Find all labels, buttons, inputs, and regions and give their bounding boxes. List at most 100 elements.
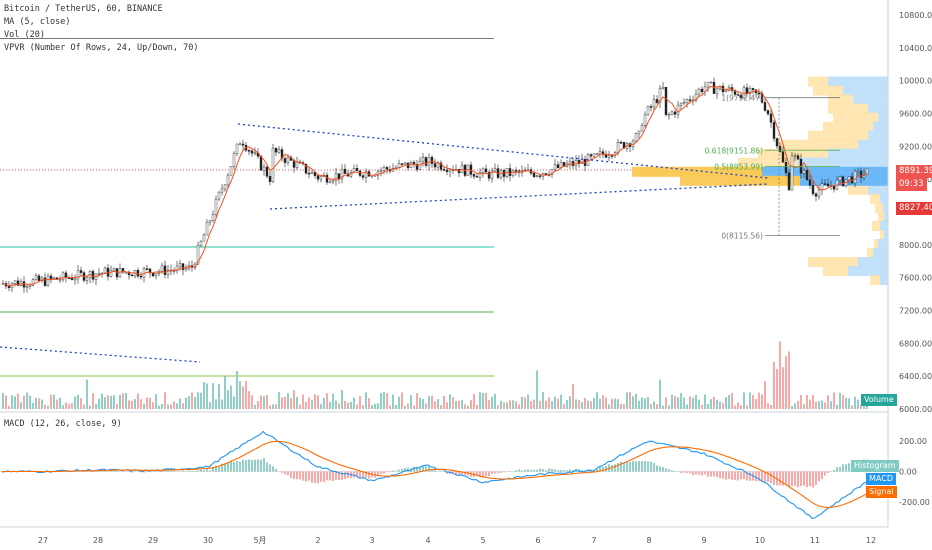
- time-tick-label: 3: [369, 536, 374, 545]
- volume-bar: [608, 404, 610, 409]
- volume-bar: [242, 386, 244, 409]
- volume-bar: [332, 393, 334, 409]
- legend-macd[interactable]: MACD (12, 26, close, 9): [4, 419, 122, 429]
- candle-body: [580, 159, 584, 164]
- volume-bar: [719, 401, 721, 409]
- macd-histogram-bar: [401, 469, 403, 472]
- volume-bar: [770, 405, 772, 409]
- volume-bar: [374, 403, 376, 409]
- legend-ma[interactable]: MA (5, close): [4, 17, 71, 27]
- trendlines[interactable]: [0, 123, 769, 363]
- volume-bar: [212, 383, 214, 409]
- legend-vol[interactable]: Vol (20): [4, 30, 45, 40]
- price-tick-label: 10000.00: [899, 77, 932, 86]
- macd-histogram-bar: [269, 464, 271, 472]
- candle-body: [205, 221, 209, 236]
- marker-price-tag: 8827.40: [896, 202, 932, 215]
- macd-histogram-bar: [773, 471, 775, 485]
- vpvr-down-bar: [808, 130, 868, 141]
- legend-vpvr[interactable]: VPVR (Number Of Rows, 24, Up/Down, 70): [4, 43, 199, 53]
- volume-bar: [14, 396, 16, 409]
- volume-bar: [335, 400, 337, 409]
- candle-body: [778, 145, 782, 152]
- volume-bar: [635, 393, 637, 409]
- volume-bar: [287, 393, 289, 409]
- macd-histogram-bar: [566, 470, 568, 472]
- volume-bar: [776, 369, 778, 409]
- vpvr-down-bar: [758, 148, 828, 159]
- volume-bar: [563, 403, 565, 409]
- volume-bar: [128, 400, 130, 409]
- macd-histogram-bar: [818, 471, 820, 482]
- volume-bar: [464, 404, 466, 409]
- macd-histogram-bar: [113, 470, 115, 472]
- candle-body: [340, 168, 344, 180]
- volume-bar: [329, 402, 331, 409]
- volume-bar: [338, 403, 340, 409]
- macd-histogram-bar: [533, 469, 535, 472]
- macd-histogram-bar: [413, 466, 415, 472]
- macd-histogram-bar: [842, 464, 844, 472]
- candle-body: [769, 113, 773, 123]
- volume-bar: [236, 370, 238, 409]
- volume-bar: [107, 395, 109, 409]
- price-tick-label: 9600.00: [899, 110, 932, 119]
- macd-histogram-bar: [317, 471, 319, 484]
- volume-bar: [38, 398, 40, 409]
- macd-histogram-bar: [461, 471, 463, 475]
- candle-body: [475, 176, 479, 178]
- volume-bar: [491, 396, 493, 409]
- volume-bar: [782, 367, 784, 409]
- macd-histogram-bar: [605, 465, 607, 472]
- volume-bar: [794, 403, 796, 409]
- candle-body: [772, 122, 776, 139]
- volume-bar: [137, 393, 139, 409]
- candle-body: [238, 143, 242, 146]
- volume-bar: [836, 404, 838, 409]
- candle-body: [154, 273, 158, 277]
- trendline: [269, 183, 769, 210]
- macd-histogram-bar: [479, 471, 481, 478]
- volume-bar: [791, 405, 793, 409]
- volume-bar: [26, 392, 28, 409]
- volume-bar: [647, 396, 649, 409]
- volume-bar: [581, 402, 583, 409]
- volume-bar: [41, 399, 43, 409]
- volume-bar: [821, 400, 823, 409]
- volume-bar: [524, 397, 526, 409]
- macd-histogram-bar: [299, 471, 301, 480]
- macd-histogram-bar: [635, 461, 637, 472]
- candle-body: [16, 280, 20, 286]
- volume-bar: [521, 396, 523, 409]
- volume-bar: [230, 385, 232, 409]
- volume-bars: [2, 341, 868, 409]
- candle-body: [58, 279, 62, 281]
- fib-retracement[interactable]: 1(9792.47) 0.618(9151.86) 0.5(8953.99) 0(81…: [705, 94, 840, 241]
- volume-bar: [65, 402, 67, 409]
- candle-body: [307, 172, 311, 175]
- volume-bar: [47, 405, 49, 409]
- candle-body: [661, 86, 665, 89]
- volume-bar: [629, 392, 631, 409]
- macd-histogram-bar: [524, 469, 526, 472]
- candle-body: [109, 270, 113, 277]
- volume-bar: [470, 399, 472, 409]
- vpvr-down-bar: [823, 266, 848, 277]
- volume-bar: [542, 392, 544, 409]
- macd-histogram-bar: [785, 471, 787, 485]
- volume-bar: [119, 394, 121, 409]
- volume-bar: [842, 394, 844, 409]
- volume-bar: [215, 399, 217, 409]
- vpvr-poc-up: [762, 166, 888, 177]
- volume-bar: [845, 397, 847, 409]
- volume-bar: [698, 399, 700, 409]
- volume-bar: [560, 394, 562, 409]
- macd-histogram-bar: [662, 467, 664, 472]
- candle-body: [766, 110, 770, 115]
- volume-bar: [44, 404, 46, 409]
- volume-bar: [167, 404, 169, 409]
- legend-symbol[interactable]: Bitcoin / TetherUS, 60, BINANCE: [4, 4, 163, 14]
- vpvr-second-down: [680, 175, 800, 186]
- candle-body: [796, 155, 800, 160]
